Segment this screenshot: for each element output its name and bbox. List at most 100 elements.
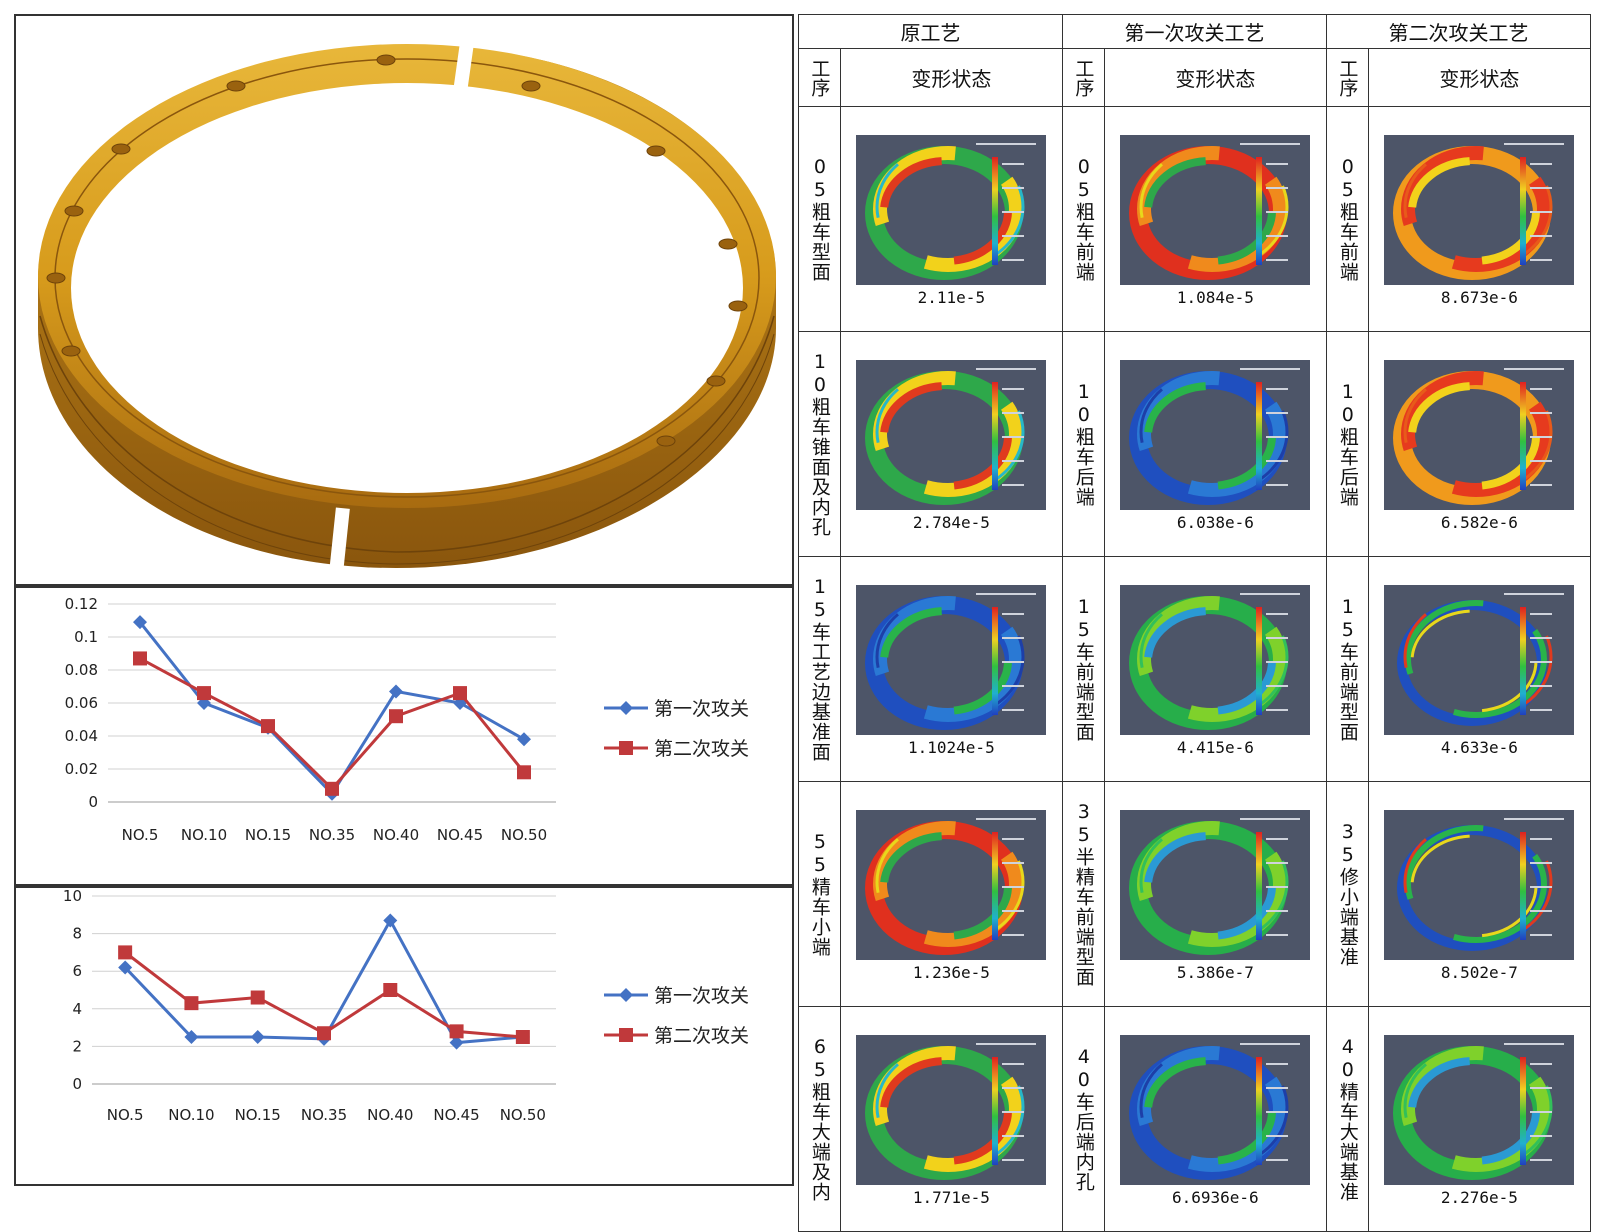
y-tick-label: 2 [72, 1037, 82, 1055]
data-point [389, 709, 403, 724]
legend-marker [619, 701, 633, 715]
step-cell: 15车前端型面 [1061, 556, 1105, 782]
deformation-simulation-image [856, 135, 1047, 285]
chart-1: 0 0.02 0.04 0.06 0.08 0.1 0.12 NO.5 NO.10 NO.15 NO… [65, 595, 749, 844]
step-cell: 05粗车前端 [1061, 106, 1105, 332]
header-step-2: 工序 [1061, 48, 1105, 107]
max-displacement-value: 1.084e-5 [1176, 288, 1254, 307]
y-tick-label: 0.1 [74, 628, 98, 646]
series-line-1 [124, 917, 523, 1045]
x-tick-label: NO.10 [168, 1106, 214, 1124]
y-tick-label: 6 [72, 962, 82, 980]
legend-marker [619, 741, 633, 755]
data-point [389, 684, 403, 699]
deformation-simulation-image [1384, 360, 1575, 510]
x-tick-label: NO.15 [235, 1106, 281, 1124]
data-point [118, 960, 133, 975]
y-tick-label: 0.08 [65, 661, 98, 679]
ring-inner-hole [71, 83, 743, 493]
series-line-1 [138, 621, 525, 797]
chart-2: 0 2 4 6 8 10 NO.5 NO.10 NO.15 NO.35 NO.40 NO.45 NO.5… [63, 887, 749, 1124]
step-label: 35半精车前端型面 [1072, 801, 1095, 987]
step-cell: 15车前端型面 [1325, 556, 1369, 782]
y-tick-label: 0 [88, 793, 98, 811]
max-displacement-value: 6.038e-6 [1176, 513, 1254, 532]
max-displacement-value: 6.582e-6 [1440, 513, 1518, 532]
deformation-cell: 1.236e-5 [839, 781, 1063, 1007]
data-point [184, 996, 199, 1011]
deformation-cell: 2.276e-5 [1367, 1006, 1592, 1232]
table-row: 10粗车锥面及内孔 2.784e-5 10粗车后端 6.038e-6 10粗车后端 6.5… [798, 331, 1592, 557]
deformation-cell: 8.673e-6 [1367, 106, 1592, 332]
max-displacement-value: 2.276e-5 [1440, 1188, 1518, 1207]
data-point [197, 686, 211, 701]
step-label: 15车前端型面 [1336, 596, 1359, 742]
y-tick-label: 0 [72, 1075, 82, 1093]
step-label: 05粗车前端 [1336, 156, 1359, 282]
step-cell: 35修小端基准 [1325, 781, 1369, 1007]
process-table: 原工艺 第一次攻关工艺 第二次攻关工艺 工序 变形状态 工序 变形状态 工序 变… [798, 14, 1592, 1232]
y-tick-label: 0.02 [65, 760, 98, 778]
data-point [517, 765, 531, 780]
legend-marker [619, 988, 633, 1002]
deformation-simulation-image [1120, 135, 1311, 285]
chart-2-panel: 0 2 4 6 8 10 NO.5 NO.10 NO.15 NO.35 NO.40 NO.45 NO.5… [14, 886, 794, 1186]
y-tick-label: 4 [72, 1000, 82, 1018]
step-cell: 10粗车锥面及内孔 [798, 331, 841, 557]
x-tick-label: NO.5 [107, 1106, 144, 1124]
max-displacement-value: 6.6936e-6 [1171, 1188, 1259, 1207]
header-step-1: 工序 [798, 48, 841, 107]
process-comparison-table: 原工艺 第一次攻关工艺 第二次攻关工艺 工序 变形状态 工序 变形状态 工序 变… [798, 14, 1592, 1232]
deformation-simulation-image [1120, 585, 1311, 735]
step-label: 35修小端基准 [1336, 821, 1359, 967]
ring-split-gap-bottom [328, 507, 350, 583]
x-tick-label: NO.40 [367, 1106, 413, 1124]
y-tick-label: 0.04 [65, 727, 98, 745]
step-label: 05粗车前端 [1072, 156, 1095, 282]
data-point [118, 945, 133, 960]
split-ring-model-image [38, 27, 776, 583]
ring-model-panel [14, 14, 794, 586]
chart-1-panel: 0 0.02 0.04 0.06 0.08 0.1 0.12 NO.5 NO.10 NO.15 NO… [14, 586, 794, 886]
data-point [133, 615, 147, 630]
max-displacement-value: 4.633e-6 [1440, 738, 1518, 757]
table-row: 65粗车大端及内 1.771e-5 40车后端内孔 6.6936e-6 40精车大端基准… [798, 1006, 1592, 1232]
x-tick-label: NO.35 [301, 1106, 347, 1124]
header-second-process: 第二次攻关工艺 [1325, 14, 1592, 49]
max-displacement-value: 8.673e-6 [1440, 288, 1518, 307]
deformation-cell: 8.502e-7 [1367, 781, 1592, 1007]
header-state-1: 变形状态 [839, 48, 1063, 107]
data-point [133, 651, 147, 666]
x-tick-label: NO.35 [309, 826, 355, 844]
header-original-process: 原工艺 [798, 14, 1063, 49]
data-point [317, 1026, 331, 1041]
data-point [383, 913, 398, 928]
x-tick-label: NO.10 [181, 826, 227, 844]
data-point [449, 1035, 464, 1050]
x-tick-label: NO.50 [500, 1106, 546, 1124]
max-displacement-value: 1.236e-5 [912, 963, 990, 982]
legend-marker [619, 1028, 633, 1042]
data-point [515, 1030, 530, 1044]
deformation-simulation-image [1384, 810, 1575, 960]
step-label: 05粗车型面 [808, 156, 831, 282]
step-cell: 55精车小端 [798, 781, 841, 1007]
data-point [517, 732, 531, 747]
header-first-process: 第一次攻关工艺 [1061, 14, 1327, 49]
legend-label: 第一次攻关 [654, 698, 749, 720]
deformation-simulation-image [1384, 585, 1575, 735]
header-state-2: 变形状态 [1103, 48, 1327, 107]
step-label: 65粗车大端及内 [808, 1036, 831, 1202]
x-tick-label: NO.45 [437, 826, 483, 844]
table-row: 05粗车型面 2.11e-5 05粗车前端 1.084e-5 05粗车前端 8.673e-… [798, 106, 1592, 332]
deformation-simulation-image [1384, 1035, 1575, 1185]
legend-label: 第二次攻关 [654, 1025, 749, 1047]
x-tick-label: NO.40 [373, 826, 419, 844]
step-label: 10粗车后端 [1336, 381, 1359, 507]
deformation-cell: 2.784e-5 [839, 331, 1063, 557]
step-label: 15车前端型面 [1072, 596, 1095, 742]
max-displacement-value: 2.11e-5 [917, 288, 986, 307]
data-point [261, 719, 275, 734]
x-tick-label: NO.45 [433, 1106, 479, 1124]
y-tick-label: 10 [63, 888, 82, 905]
